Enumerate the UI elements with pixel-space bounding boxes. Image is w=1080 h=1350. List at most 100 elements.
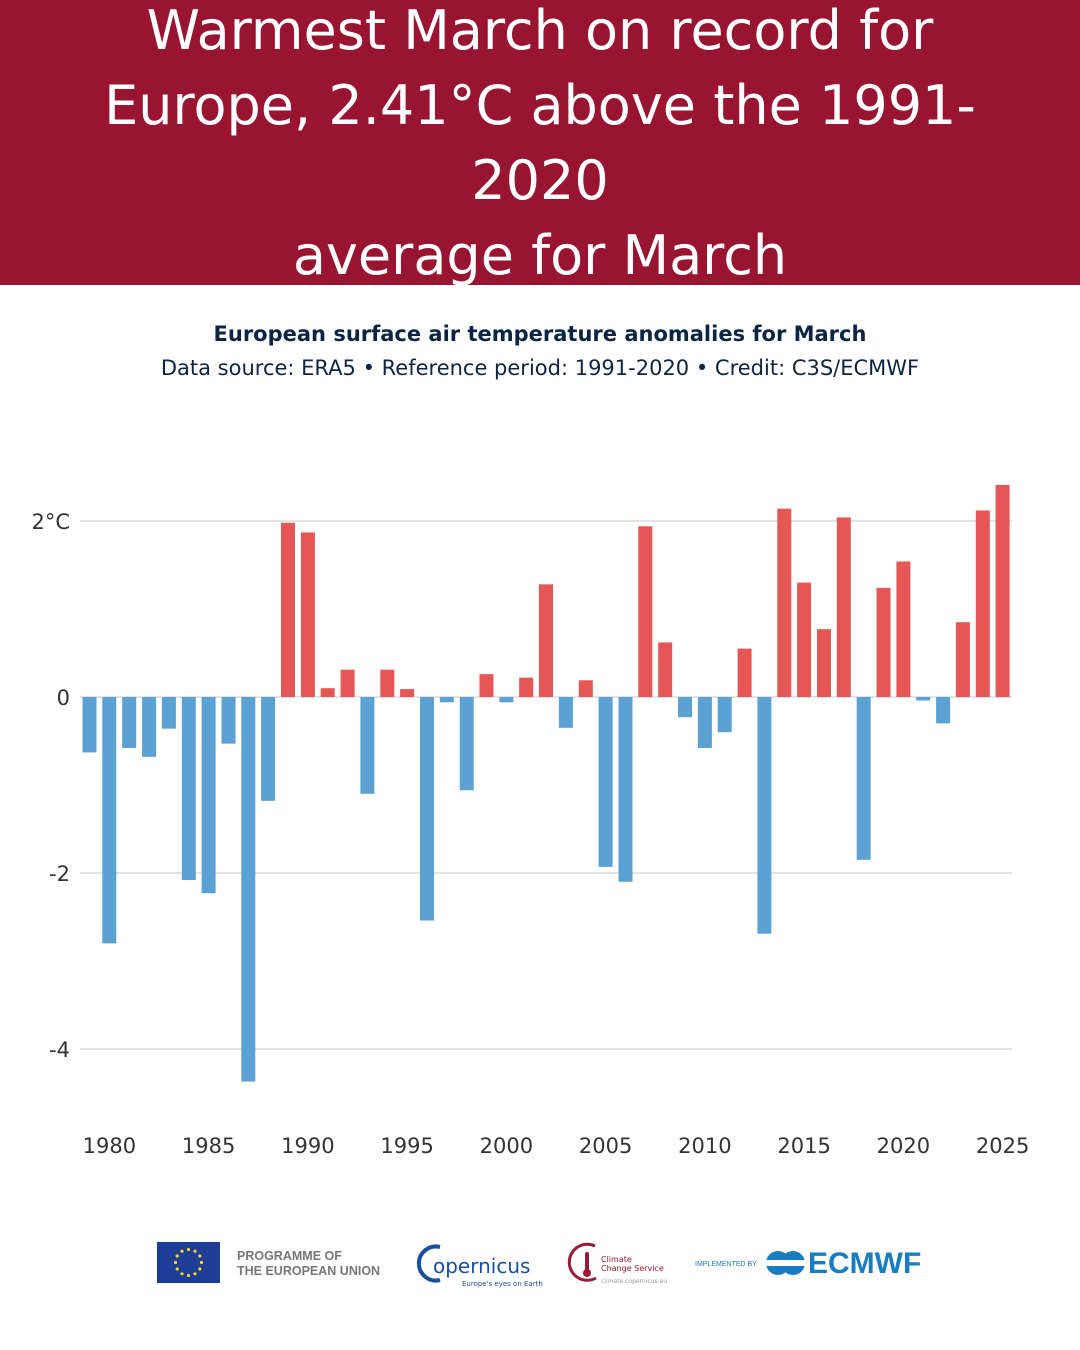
x-tick-label: 2020 xyxy=(877,1134,930,1158)
x-tick-label: 1990 xyxy=(281,1134,334,1158)
ecmwf-logo: IMPLEMENTED BY ECMWF xyxy=(695,1247,921,1280)
eu-programme-label-line2: THE EUROPEAN UNION xyxy=(237,1264,380,1278)
implemented-by-label: IMPLEMENTED BY xyxy=(695,1261,757,1268)
eu-flag-icon xyxy=(157,1242,220,1283)
c3s-label-line1: Climate xyxy=(601,1255,632,1264)
bar-1982 xyxy=(142,697,157,757)
thermometer-bulb-icon xyxy=(583,1269,591,1277)
x-tick-label: 2010 xyxy=(678,1134,731,1158)
headline-line-2: Europe, 2.41°C above the 1991-2020 xyxy=(104,73,976,212)
y-axis-ticks: 2°C 0 -2 -4 xyxy=(31,510,70,1062)
bar-2005 xyxy=(598,697,613,867)
bar-1990 xyxy=(300,532,315,697)
x-tick-label: 1980 xyxy=(83,1134,136,1158)
copernicus-tagline: Europe's eyes on Earth xyxy=(462,1280,543,1288)
eu-star-icon xyxy=(193,1249,197,1253)
bar-1989 xyxy=(281,522,295,697)
ecmwf-wordmark: ECMWF xyxy=(808,1247,921,1280)
eu-star-icon xyxy=(175,1254,179,1258)
bar-1988 xyxy=(261,697,276,801)
bar-2001 xyxy=(519,677,534,697)
bar-2018 xyxy=(856,697,871,860)
headline: Warmest March on record for Europe, 2.41… xyxy=(40,0,1040,293)
y-tick-label: 2°C xyxy=(31,510,70,534)
bar-1980 xyxy=(102,697,117,944)
bar-2012 xyxy=(737,648,752,697)
bar-2014 xyxy=(777,508,792,697)
eu-star-icon xyxy=(180,1272,184,1276)
eu-star-icon xyxy=(173,1260,178,1265)
bar-2022 xyxy=(936,697,951,724)
eu-star-icon xyxy=(180,1249,184,1253)
bar-1995 xyxy=(400,689,415,697)
bar-1994 xyxy=(380,669,395,697)
bar-2004 xyxy=(578,680,593,697)
bar-1979 xyxy=(82,697,97,753)
eu-programme-label-line1: PROGRAMME OF xyxy=(237,1249,342,1263)
bars xyxy=(82,484,1010,1082)
x-tick-label: 1995 xyxy=(380,1134,433,1158)
bar-2017 xyxy=(836,517,851,697)
bar-1998 xyxy=(459,697,474,791)
x-tick-label: 2005 xyxy=(579,1134,632,1158)
x-axis-ticks: 1980 1985 1990 1995 2000 2005 2010 2015 2020 2025 xyxy=(83,1134,1030,1158)
bar-2025 xyxy=(995,484,1010,697)
partner-logos: PROGRAMME OF THE EUROPEAN UNION opernicu… xyxy=(157,1242,921,1288)
x-tick-label: 1985 xyxy=(182,1134,235,1158)
eu-star-icon xyxy=(193,1272,197,1276)
bar-1983 xyxy=(161,697,176,729)
bar-2006 xyxy=(618,697,633,882)
c3s-logo: Climate Change Service climate.copernicu… xyxy=(567,1242,667,1285)
bar-2008 xyxy=(658,642,673,697)
ecmwf-emblem-icon xyxy=(766,1251,806,1275)
bar-2007 xyxy=(638,526,653,697)
bar-1993 xyxy=(360,697,375,794)
bar-1985 xyxy=(201,697,216,894)
x-tick-label: 2015 xyxy=(777,1134,830,1158)
bar-2024 xyxy=(975,510,990,697)
copernicus-logo: opernicus Europe's eyes on Earth xyxy=(416,1244,543,1288)
bar-1996 xyxy=(420,697,434,921)
bar-2002 xyxy=(539,584,553,697)
bar-1981 xyxy=(122,697,137,749)
anomaly-bar-chart: 2°C 0 -2 -4 1980 1985 1990 1995 2000 2005 2010 201… xyxy=(31,484,1030,1158)
x-tick-label: 2025 xyxy=(976,1134,1029,1158)
bar-2000 xyxy=(499,697,514,703)
c3s-label-line2: Change Service xyxy=(601,1264,664,1273)
c3s-swirl-icon xyxy=(567,1242,597,1282)
copernicus-c-icon xyxy=(416,1244,441,1283)
x-tick-label: 2000 xyxy=(480,1134,533,1158)
y-tick-label: 0 xyxy=(57,686,70,710)
c3s-url: climate.copernicus.eu xyxy=(601,1278,667,1285)
bar-1999 xyxy=(479,674,494,697)
eu-star-icon xyxy=(175,1267,179,1271)
bar-1997 xyxy=(439,697,454,703)
bar-2015 xyxy=(797,582,812,697)
bar-1987 xyxy=(241,697,256,1082)
bar-2016 xyxy=(817,629,831,697)
eu-star-icon xyxy=(186,1273,191,1278)
bar-2009 xyxy=(678,697,692,718)
bar-1986 xyxy=(221,697,236,744)
bar-1984 xyxy=(181,697,196,881)
copernicus-wordmark: opernicus xyxy=(433,1254,530,1278)
bar-1992 xyxy=(340,669,355,697)
eu-star-icon xyxy=(199,1260,204,1265)
bar-2023 xyxy=(955,622,970,697)
bar-2019 xyxy=(876,587,891,697)
bar-2011 xyxy=(717,697,732,733)
headline-banner: Warmest March on record for Europe, 2.41… xyxy=(0,0,1080,287)
headline-line-1: Warmest March on record for xyxy=(146,0,934,62)
eu-star-icon xyxy=(198,1267,202,1271)
chart-subtitle: Data source: ERA5 • Reference period: 19… xyxy=(160,356,920,380)
headline-line-3: average for March xyxy=(292,223,788,287)
chart-title: European surface air temperature anomali… xyxy=(213,322,867,346)
bar-2021 xyxy=(916,697,931,701)
bar-1991 xyxy=(320,688,335,697)
y-tick-label: -4 xyxy=(49,1038,70,1062)
eu-star-icon xyxy=(186,1247,191,1252)
y-tick-label: -2 xyxy=(49,862,70,886)
bar-2010 xyxy=(697,697,712,749)
eu-star-icon xyxy=(198,1254,202,1258)
bar-2003 xyxy=(558,697,573,728)
